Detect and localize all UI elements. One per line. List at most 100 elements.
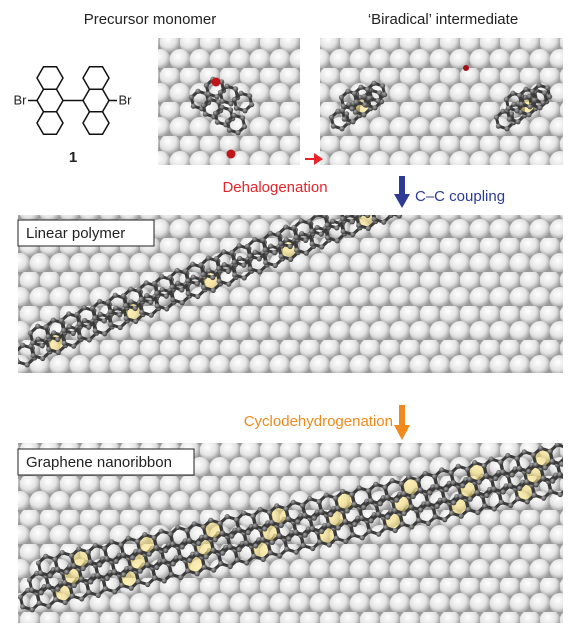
atom	[130, 555, 136, 561]
atom	[208, 517, 214, 523]
atom	[71, 582, 77, 589]
atom	[69, 593, 75, 599]
atom	[475, 509, 481, 516]
atom	[448, 178, 453, 183]
atom	[526, 112, 532, 118]
step-label: Cyclodehydrogenation	[244, 413, 393, 430]
atom	[464, 167, 469, 172]
atom	[466, 182, 471, 187]
atom	[531, 97, 537, 103]
atom	[388, 200, 393, 205]
bromine	[211, 77, 221, 87]
atom	[386, 190, 391, 195]
atom	[498, 499, 504, 505]
atom	[330, 218, 336, 224]
atom	[216, 265, 222, 271]
atom	[448, 470, 454, 476]
atom	[214, 119, 220, 125]
atom	[191, 521, 197, 527]
atom	[480, 173, 485, 178]
atom	[185, 278, 191, 284]
atom	[302, 532, 308, 538]
atom	[450, 480, 456, 486]
atom	[385, 201, 390, 206]
atom	[275, 231, 282, 237]
atom	[219, 530, 225, 536]
atom	[64, 569, 70, 575]
atom	[186, 537, 192, 543]
atom	[439, 467, 445, 473]
atom	[496, 167, 501, 172]
atom	[144, 293, 150, 299]
atom	[542, 90, 548, 96]
atom	[506, 116, 512, 122]
atom	[376, 531, 382, 537]
atom	[345, 200, 350, 205]
atom	[187, 557, 193, 563]
atom	[29, 587, 35, 593]
atom	[412, 207, 417, 212]
atom	[136, 287, 142, 293]
atom	[352, 521, 358, 527]
atom	[233, 86, 239, 92]
atom	[392, 527, 398, 534]
atom	[431, 474, 438, 480]
atom	[170, 561, 176, 567]
atom	[381, 207, 386, 212]
atom	[146, 551, 152, 557]
atom	[18, 594, 24, 600]
atom	[370, 196, 375, 201]
atom	[137, 568, 143, 574]
atom	[35, 336, 41, 342]
atom	[527, 104, 533, 110]
atom	[257, 269, 263, 275]
atom	[105, 299, 111, 305]
atom	[163, 293, 169, 299]
atom	[225, 268, 231, 274]
atom	[361, 504, 367, 510]
atom	[287, 243, 293, 250]
atom	[356, 222, 362, 228]
atom	[195, 88, 201, 94]
atom	[387, 198, 392, 203]
atom	[201, 284, 207, 290]
atom	[102, 331, 108, 337]
atom	[361, 193, 366, 198]
atom	[216, 278, 222, 284]
atom	[139, 309, 145, 315]
atom	[175, 280, 181, 286]
atom	[382, 484, 388, 491]
atom	[509, 111, 515, 117]
atom	[38, 590, 44, 596]
atom	[20, 604, 26, 610]
atom	[322, 215, 328, 218]
atom	[143, 280, 149, 286]
atom	[217, 89, 224, 95]
ring	[82, 65, 110, 91]
atom	[250, 513, 256, 519]
atom	[307, 496, 313, 502]
atom	[353, 200, 358, 205]
atom	[398, 481, 405, 487]
atom	[79, 596, 85, 602]
atom	[324, 222, 330, 228]
atom	[252, 236, 258, 243]
atom	[451, 500, 457, 506]
atom	[111, 569, 117, 575]
atom	[529, 88, 536, 94]
atom	[362, 102, 368, 108]
label-box	[17, 219, 155, 247]
atom	[334, 225, 340, 231]
atom	[95, 572, 101, 578]
atom	[511, 101, 517, 107]
atom	[540, 100, 546, 106]
atom	[365, 215, 371, 219]
atom	[415, 477, 421, 483]
atom	[234, 557, 240, 563]
atom	[231, 259, 237, 265]
atom	[353, 99, 359, 105]
atom	[493, 475, 499, 482]
atom	[476, 479, 482, 485]
atom	[509, 472, 515, 478]
atom	[458, 176, 463, 181]
